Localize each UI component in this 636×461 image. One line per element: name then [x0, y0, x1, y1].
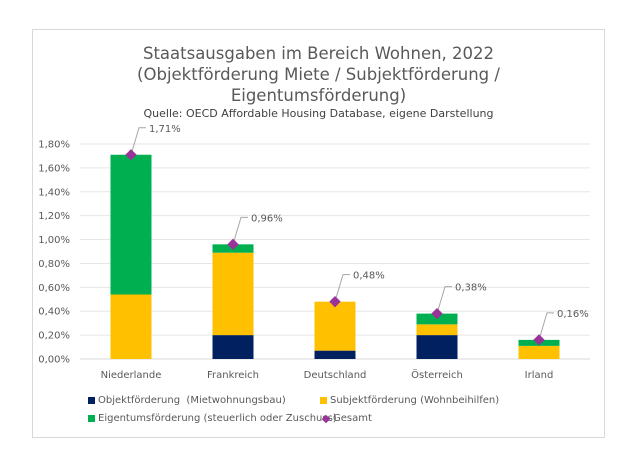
x-category-label: Niederlande [101, 370, 162, 381]
legend-label: Gesamt [333, 413, 372, 424]
y-tick-label: 1,40% [38, 187, 70, 198]
bar-segment [518, 345, 560, 359]
bar-segment [416, 324, 458, 336]
total-marker [329, 296, 341, 308]
legend-diamond-icon [321, 414, 331, 423]
total-marker [431, 307, 443, 320]
chart-title-line-2: (Objektförderung Miete / Subjektförderun… [137, 65, 500, 84]
x-category-label: Irland [525, 370, 554, 381]
total-marker [227, 238, 239, 250]
legend-label: Eigentumsförderung (steuerlich oder Zusc… [98, 413, 337, 424]
legend-item-eigentumsfoerderung: Eigentumsförderung (steuerlich oder Zusc… [88, 413, 337, 424]
bar-segment [314, 301, 356, 351]
x-category-label: Deutschland [304, 370, 367, 381]
bar-segment [416, 335, 458, 359]
data-label: 0,38% [455, 283, 487, 294]
y-tick-label: 1,60% [38, 163, 70, 174]
y-tick-label: 1,20% [38, 211, 70, 222]
bar-segment [314, 350, 356, 359]
total-marker [533, 334, 545, 346]
legend-label: Objektförderung (Mietwohnungsbau) [98, 395, 286, 406]
y-tick-label: 0,60% [38, 283, 70, 294]
legend-item-subjektfoerderung: Subjektförderung (Wohnbeihilfen) [320, 395, 499, 406]
data-label-leader-line [334, 274, 350, 302]
bar-segment [110, 154, 152, 295]
y-tick-label: 0,80% [38, 259, 70, 270]
legend-swatch-green [88, 415, 95, 422]
chart-title-line-3: Eigentumsförderung) [230, 86, 407, 105]
data-label: 0,96% [251, 213, 283, 224]
x-category-label: Österreich [411, 368, 463, 381]
y-tick-label: 1,00% [38, 235, 70, 246]
data-label: 0,48% [353, 271, 385, 282]
chart-title-line-1: Staatsausgaben im Bereich Wohnen, 2022 [142, 44, 495, 63]
y-tick-label: 0,40% [38, 307, 70, 318]
chart-subtitle: Quelle: OECD Affordable Housing Database… [143, 107, 494, 120]
legend-item-gesamt: Gesamt [321, 413, 372, 424]
data-label: 1,71% [149, 124, 181, 135]
data-label-leader-line [436, 286, 452, 314]
bar-segment [212, 252, 254, 336]
bar-segment [212, 335, 254, 359]
legend-label: Subjektförderung (Wohnbeihilfen) [330, 395, 500, 406]
legend-swatch-yellow [320, 397, 327, 404]
bar-segment [110, 294, 152, 359]
y-tick-label: 0,00% [38, 355, 70, 366]
data-label-leader-line [232, 216, 248, 245]
data-label-leader-line [538, 312, 554, 341]
legend-swatch-navy [88, 397, 95, 404]
legend-item-objektfoerderung: Objektförderung (Mietwohnungsbau) [88, 395, 286, 406]
data-label-leader-line [130, 127, 146, 155]
y-tick-label: 0,20% [38, 331, 70, 342]
y-tick-label: 1,80% [38, 140, 70, 151]
data-label: 0,16% [557, 309, 589, 320]
x-category-label: Frankreich [207, 370, 259, 381]
